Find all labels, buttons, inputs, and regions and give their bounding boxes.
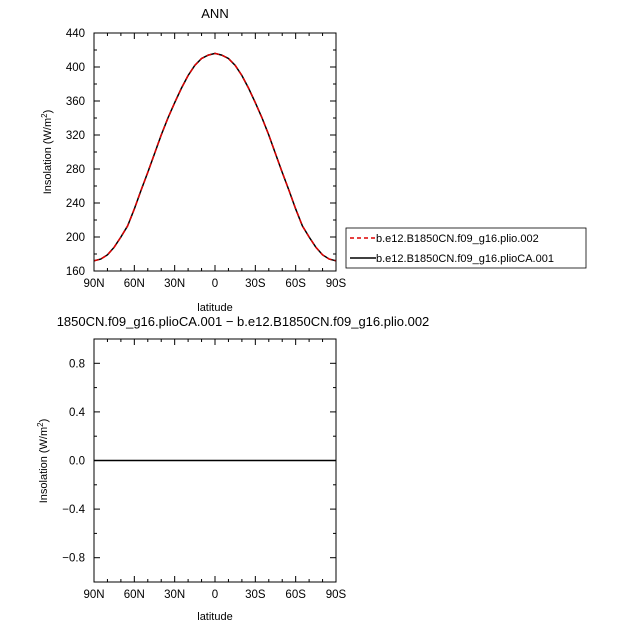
- top-x-tick-label: 0: [212, 278, 218, 290]
- bottom-y-tick-label: 0.0: [69, 456, 85, 468]
- bottom-plot-frame: [93, 338, 337, 583]
- legend: b.e12.B1850CN.f09_g16.plio.002 b.e12.B18…: [345, 227, 587, 269]
- top-y-tick-label: 360: [66, 96, 85, 108]
- bottom-x-tick-label: 30S: [245, 589, 266, 601]
- top-x-tick-label: 90S: [326, 278, 347, 290]
- bottom-x-tick-label: 60S: [285, 589, 306, 601]
- top-panel-title: ANN: [201, 6, 228, 21]
- top-x-tick-label: 30N: [164, 278, 185, 290]
- legend-box: [345, 227, 587, 269]
- top-x-tick-label: 30S: [245, 278, 266, 290]
- bottom-y-tick-label: 0.4: [69, 407, 86, 419]
- bottom-x-tick-label: 90S: [326, 589, 347, 601]
- bottom-y-tick-label: −0.8: [62, 553, 85, 565]
- top-panel: ANN 90N 60N 30N 0 30S 60S 90S 160 200 240 280 320 36…: [40, 6, 347, 314]
- bottom-x-tick-label: 60N: [124, 589, 145, 601]
- top-y-tick-label: 200: [66, 232, 85, 244]
- bottom-panel-title: 1850CN.f09_g16.plioCA.001 − b.e12.B1850C…: [57, 314, 430, 329]
- legend-label-plio: b.e12.B1850CN.f09_g16.plio.002: [376, 233, 539, 245]
- top-axis-ticks: 90N 60N 30N 0 30S 60S 90S 160 200 240 280 320 360 400…: [66, 28, 347, 290]
- bottom-x-tick-label: 30N: [164, 589, 185, 601]
- bottom-axis-ticks: 90N 60N 30N 0 30S 60S 90S −0.8 −0.4 0.0 0.4 0.8: [62, 339, 347, 601]
- top-y-axis-label: Insolation (W/m2): [40, 110, 54, 195]
- bottom-y-tick-label: 0.8: [69, 358, 85, 370]
- top-x-tick-label: 60S: [285, 278, 306, 290]
- legend-label-plioCA: b.e12.B1850CN.f09_g16.plioCA.001: [376, 253, 554, 265]
- top-x-tick-label: 90N: [83, 278, 104, 290]
- top-y-tick-label: 280: [66, 164, 85, 176]
- bottom-x-axis-label: latitude: [197, 611, 232, 623]
- top-y-tick-label: 320: [66, 130, 85, 142]
- top-y-tick-label: 240: [66, 198, 85, 210]
- top-y-tick-label: 440: [66, 28, 85, 40]
- top-x-tick-label: 60N: [124, 278, 145, 290]
- top-series-line: [93, 52, 337, 262]
- bottom-x-tick-label: 90N: [83, 589, 104, 601]
- bottom-panel: 1850CN.f09_g16.plioCA.001 − b.e12.B1850C…: [36, 314, 429, 623]
- top-plot-frame: [93, 32, 337, 272]
- bottom-y-axis-label: Insolation (W/m2): [36, 419, 50, 504]
- top-series-line: [93, 52, 337, 262]
- bottom-x-tick-label: 0: [212, 589, 218, 601]
- top-series-lines: [93, 52, 337, 262]
- top-y-tick-label: 400: [66, 62, 85, 74]
- bottom-y-tick-label: −0.4: [62, 504, 85, 516]
- top-x-axis-label: latitude: [197, 302, 232, 314]
- top-y-tick-label: 160: [66, 266, 85, 278]
